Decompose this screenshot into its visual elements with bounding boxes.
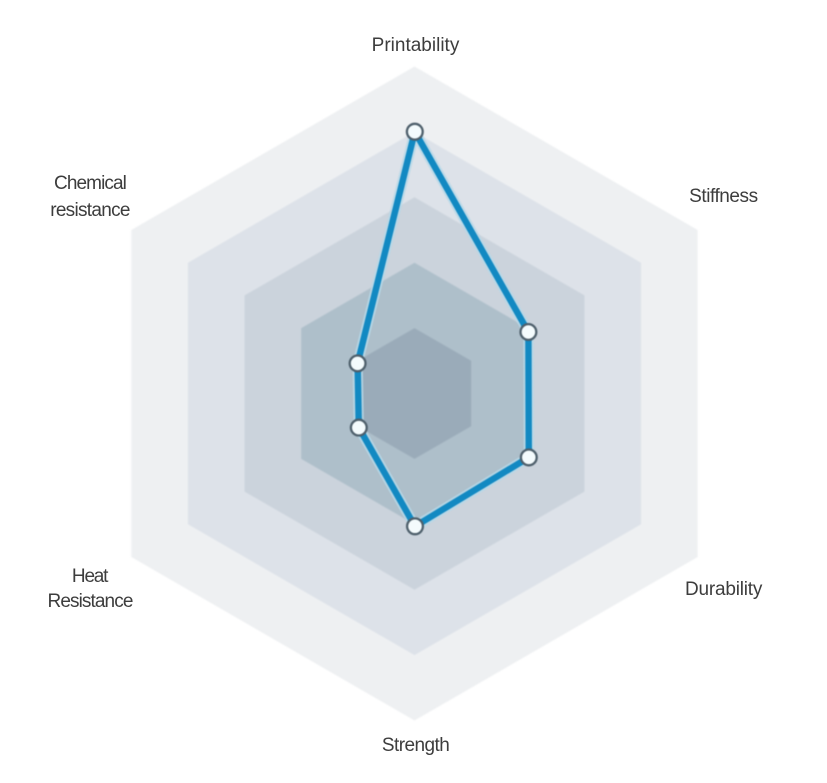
svg-text:Printability: Printability — [372, 35, 460, 56]
svg-text:resistance: resistance — [50, 200, 130, 221]
svg-text:Chemical: Chemical — [54, 173, 126, 194]
svg-text:Resistance: Resistance — [48, 591, 133, 612]
svg-text:Durability: Durability — [685, 579, 763, 600]
svg-text:Strength: Strength — [382, 735, 449, 756]
svg-text:Stiffness: Stiffness — [689, 186, 757, 207]
svg-text:Heat: Heat — [72, 566, 109, 587]
